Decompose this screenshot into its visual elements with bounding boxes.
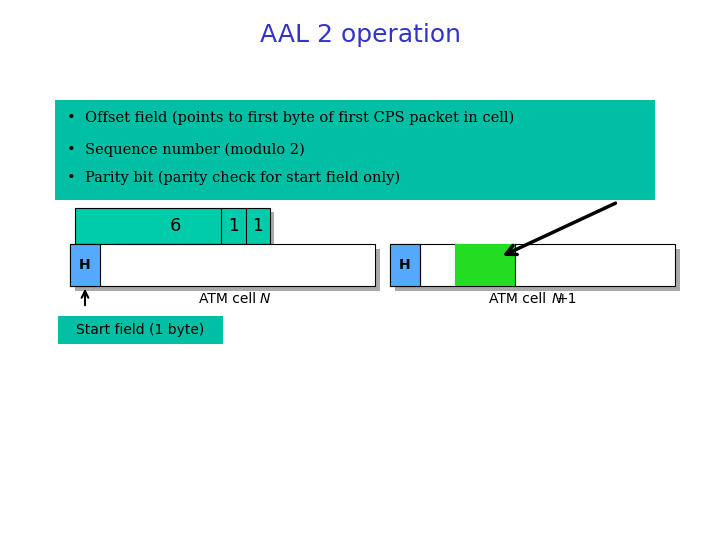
Text: N: N xyxy=(552,292,562,306)
Text: 1: 1 xyxy=(253,217,263,235)
Bar xyxy=(55,100,655,200)
Bar xyxy=(390,244,675,286)
Text: •  Offset field (points to first byte of first CPS packet in cell): • Offset field (points to first byte of … xyxy=(67,111,514,125)
Text: •  Sequence number (modulo 2): • Sequence number (modulo 2) xyxy=(67,143,305,157)
Text: H: H xyxy=(399,258,411,272)
Bar xyxy=(70,244,100,286)
Bar xyxy=(395,249,680,291)
Text: Start field (1 byte): Start field (1 byte) xyxy=(76,323,204,337)
Bar xyxy=(70,244,375,286)
Bar xyxy=(75,208,270,244)
Text: ATM cell: ATM cell xyxy=(490,292,556,306)
Bar xyxy=(455,244,515,286)
Text: N: N xyxy=(259,292,270,306)
Text: AAL 2 operation: AAL 2 operation xyxy=(259,23,461,47)
Text: 1: 1 xyxy=(228,217,239,235)
Text: ATM cell: ATM cell xyxy=(199,292,266,306)
Bar xyxy=(79,212,274,248)
Text: +1: +1 xyxy=(557,292,577,306)
Text: 6: 6 xyxy=(169,217,181,235)
Text: H: H xyxy=(79,258,91,272)
Bar xyxy=(75,249,380,291)
Bar xyxy=(58,316,223,344)
Bar xyxy=(390,244,420,286)
Text: •  Parity bit (parity check for start field only): • Parity bit (parity check for start fie… xyxy=(67,171,400,185)
